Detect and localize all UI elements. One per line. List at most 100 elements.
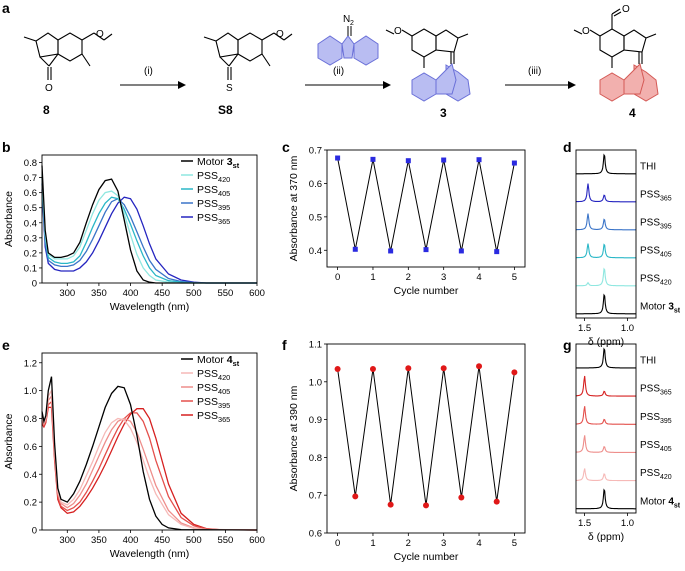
legend-label-b-2: PSS405: [197, 184, 230, 198]
nmr-trace-label-d-1: PSS365: [640, 189, 672, 202]
legend-label-b-3-main: PSS: [197, 198, 218, 210]
y-tick-label-b-2: 0.2: [24, 248, 37, 259]
x-tick-label-f-4: 4: [476, 538, 481, 549]
y-tick-label-b-3: 0.3: [24, 233, 37, 244]
series-line-b-2: [41, 177, 257, 284]
x-tick-label-e-2: 400: [123, 535, 139, 546]
y-tick-label-e-1: 0.2: [24, 498, 37, 509]
y-tick-label-c-3: 0.7: [309, 146, 322, 157]
data-point-f-7: [458, 494, 465, 501]
nmr-trace-d-4: [576, 267, 636, 287]
x-tick-label-b-2: 400: [123, 288, 139, 299]
legend-label-e-3-main: PSS: [197, 396, 218, 408]
nmr-trace-label-g-3: PSS405: [640, 440, 672, 453]
compound-s8-methoxy-o: O: [276, 29, 284, 40]
cycle-chart-f: 0 1 2 3 4 5 0.6 0.7 0.8 0.9 1.0 1.1 Cycle number Abso…: [288, 340, 526, 563]
series-line-e-3: [41, 388, 258, 531]
legend-label-b-4-main: PSS: [197, 212, 218, 224]
nmr-trace-g-0: [576, 347, 636, 369]
compound-label-s8: S8: [218, 103, 233, 117]
compound-4-aldehyde-o: O: [622, 4, 630, 15]
x-axis-label-b: Wavelength (nm): [110, 301, 190, 313]
plot-frame-d: [575, 149, 637, 319]
data-point-c-9: [494, 249, 500, 255]
cycle-line-f: [337, 366, 515, 506]
cycle-chart-c: 0 1 2 3 4 5 0.4 0.5 0.6 0.7 Cycle number Absorbance…: [288, 146, 526, 297]
step-label-ii: (ii): [333, 66, 344, 77]
legend-label-e-0-main: Motor: [197, 354, 227, 366]
data-point-f-10: [511, 369, 518, 376]
panel-letter-e: e: [2, 337, 10, 353]
compound-4-methoxy-o: O: [582, 26, 590, 37]
nmr-trace-label-d-2: PSS395: [640, 217, 672, 230]
legend-label-e-3: PSS395: [197, 396, 230, 410]
x-tick-label-b-4: 500: [186, 288, 202, 299]
series-line-b-0: [41, 189, 257, 284]
panel-letter-b: b: [2, 139, 11, 155]
panel-letter-f: f: [282, 337, 287, 353]
compound-8-oxygen: O: [45, 83, 53, 94]
legend-label-b-1-main: PSS: [197, 170, 218, 182]
legend-label-b-4: PSS365: [197, 212, 230, 226]
compound-label-8: 8: [43, 103, 50, 117]
data-point-f-6: [440, 365, 447, 372]
x-tick-label-f-0: 0: [335, 538, 340, 549]
data-point-f-9: [493, 498, 500, 505]
x-tick-label-e-1: 350: [91, 535, 107, 546]
nmr-trace-label-d-5-bold: 3: [668, 301, 674, 312]
nmr-trace-g-1: [576, 375, 636, 397]
x-tick-label-b-5: 550: [217, 288, 233, 299]
x-tick-label-f-2: 2: [406, 538, 411, 549]
x-tick-label-b-6: 600: [249, 288, 265, 299]
plot-frame-b: [41, 154, 258, 284]
y-tick-label-f-3: 0.9: [309, 415, 322, 426]
plot-frame-g: [575, 343, 637, 514]
y-tick-label-b-1: 0.1: [24, 263, 37, 274]
legend-label-b-1: PSS420: [197, 170, 230, 184]
compound-3-fluorenyl: [411, 63, 471, 102]
nmr-trace-label-d-1-sub: 365: [660, 195, 672, 202]
nmr-trace-label-d-4-sub: 420: [660, 279, 672, 286]
nmr-trace-label-g-1: PSS365: [640, 384, 672, 397]
nmr-trace-g-4: [576, 468, 636, 482]
compound-label-4: 4: [629, 106, 636, 120]
y-axis-label-f: Absorbance at 390 nm: [288, 385, 300, 491]
nmr-trace-d-1: [575, 183, 636, 203]
nmr-trace-label-d-3-main: PSS: [640, 245, 660, 256]
nmr-trace-label-g-1-sub: 365: [660, 390, 672, 397]
y-tick-label-c-2: 0.6: [309, 179, 322, 190]
legend-label-b-0-main: Motor: [197, 156, 227, 168]
nmr-trace-label-g-4-main: PSS: [640, 468, 660, 479]
nmr-trace-label-g-4-sub: 420: [660, 474, 672, 481]
x-tick-label-b-3: 450: [154, 288, 170, 299]
compound-s8-structure: [203, 32, 293, 80]
x-tick-label-f-1: 1: [370, 538, 375, 549]
y-tick-label-c-0: 0.4: [309, 246, 322, 257]
y-tick-label-e-3: 0.6: [24, 442, 37, 453]
plot-frame-f: [326, 343, 526, 534]
data-point-c-2: [370, 156, 376, 162]
nmr-trace-d-0: [576, 153, 636, 175]
nmr-trace-label-g-5: Motor 4st: [640, 496, 681, 509]
data-point-f-8: [476, 363, 483, 370]
y-tick-label-e-6: 1.2: [24, 358, 37, 369]
x-tick-label-c-3: 3: [441, 272, 446, 283]
nmr-trace-label-g-4: PSS420: [640, 468, 672, 481]
x-axis-label-e: Wavelength (nm): [110, 548, 190, 560]
x-tick-label-e-4: 500: [186, 535, 202, 546]
nmr-trace-label-g-5-main: Motor: [640, 496, 668, 507]
nmr-trace-label-d-0-main: THI: [640, 161, 656, 172]
series-line-b-3: [41, 174, 257, 284]
nmr-trace-label-g-5-sub: st: [674, 502, 681, 509]
data-point-c-7: [458, 248, 464, 254]
x-axis-label-d: δ (ppm): [588, 336, 624, 348]
legend-label-e-4-sub: 365: [218, 415, 230, 424]
y-axis-label-b: Absorbance: [3, 191, 15, 247]
y-tick-label-f-5: 1.1: [309, 340, 322, 351]
legend-label-e-3-sub: 395: [218, 401, 230, 410]
data-point-c-0: [335, 155, 341, 161]
nmr-trace-label-d-2-main: PSS: [640, 217, 660, 228]
nmr-trace-label-g-0: THI: [640, 355, 656, 366]
